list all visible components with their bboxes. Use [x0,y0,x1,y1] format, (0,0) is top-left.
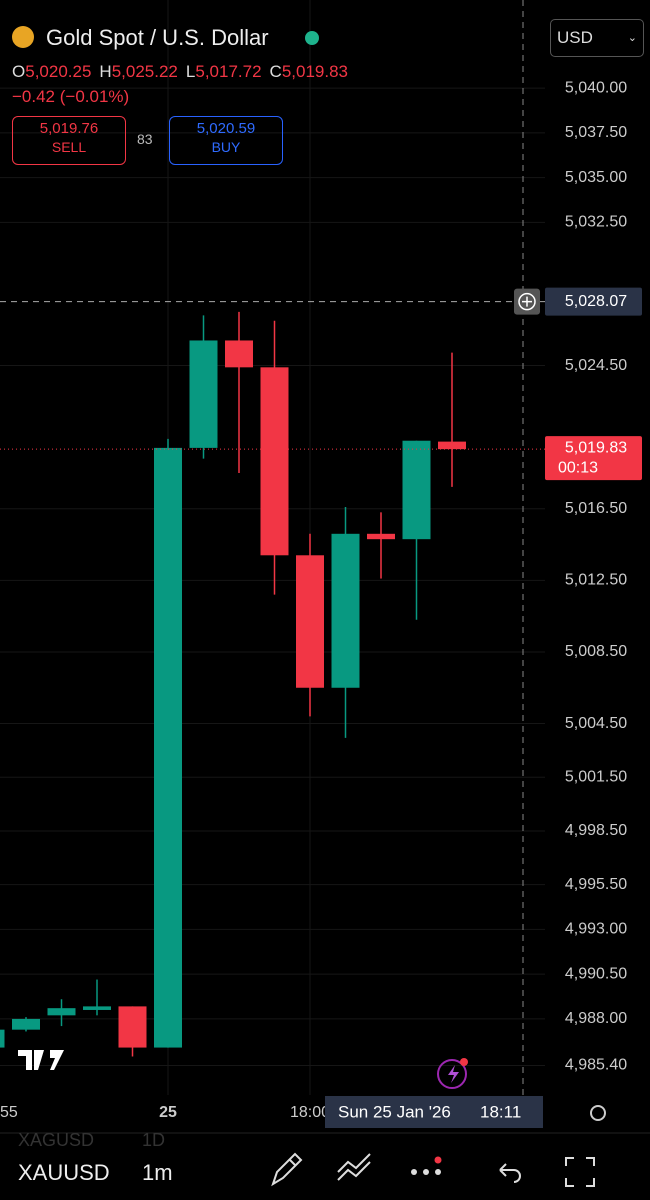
undo-icon[interactable] [499,1163,521,1183]
ohlc-value: 5,017.72 [195,62,262,81]
candle-body [118,1006,147,1048]
x-tick-label: 25 [159,1104,177,1121]
candle-body [367,533,395,540]
y-tick-label: 5,001.50 [565,768,627,785]
crosshair-price: 5,028.07 [565,293,627,310]
watermark-logo [18,1050,64,1070]
settings-icon[interactable] [590,1105,606,1121]
ghost-symbol: XAGUSD [18,1130,95,1150]
ohlc-letter: O [12,62,26,81]
symbol-title: Gold Spot / U.S. Dollar [46,25,269,50]
crosshair-time-box [325,1096,543,1128]
crosshair-time: 18:11 [480,1102,521,1121]
countdown: 00:13 [558,459,598,476]
y-tick-label: 4,995.50 [565,876,627,893]
y-tick-label: 5,004.50 [565,715,627,732]
add-icon [518,292,536,311]
interval-button[interactable]: 1m [142,1160,173,1185]
y-tick-label: 5,040.00 [565,79,627,96]
y-tick-label: 4,985.40 [565,1057,627,1074]
ohlc-letter: L [185,62,196,81]
change: −0.42 (−0.01%) [12,87,130,106]
candle-body [225,340,253,368]
y-tick-label: 5,035.00 [565,169,627,186]
candle-body [189,340,218,448]
spread: 83 [137,131,153,147]
sell-button[interactable]: 5,019.76 SELL [12,116,126,165]
candle-body [12,1018,40,1030]
sell-price: 5,019.76 [39,120,99,137]
market-status [305,31,319,45]
candle-body [331,533,360,688]
y-tick-label: 4,993.00 [565,921,627,938]
add-icon-plus [522,296,532,307]
candle-body [0,1029,5,1048]
x-tick-label: 55 [0,1104,18,1121]
currency-select[interactable]: USD ⌄ [550,19,644,57]
y-tick-label: 5,008.50 [565,643,627,660]
symbol-button[interactable]: XAUUSD [18,1160,110,1185]
y-tick-label: 5,032.50 [565,214,627,231]
y-tick-label: 4,990.50 [565,965,627,982]
more-badge [434,1156,442,1164]
candle-body [402,440,431,540]
ohlc-letter: H [99,62,112,81]
dropdown-arrow: ⌄ [627,32,637,44]
candle-body [260,367,289,556]
more-dot[interactable] [423,1169,429,1175]
x-tick-label: 18:00 [290,1104,330,1121]
fullscreen-icon[interactable] [565,1157,595,1187]
ohlc-value: 5,020.25 [25,62,92,81]
currency: USD [557,28,593,47]
ohlc-row: O5,020.25 H5,025.22 L5,017.72 C5,019.83 [12,62,348,82]
last-price-label: 5,019.83 [565,439,627,456]
candle-body [47,1008,76,1016]
candle-body [438,441,466,450]
y-tick-label: 5,012.50 [565,572,627,589]
ohlc-letter: C [269,62,282,81]
y-tick-label: 4,988.00 [565,1010,627,1027]
sell-label: SELL [51,139,87,155]
candle-body [83,1006,111,1010]
buy-label: BUY [211,139,241,155]
last-price-box [545,436,642,481]
candle-body [296,555,324,688]
y-tick-label: 5,024.50 [565,357,627,374]
ohlc-value: 5,025.22 [111,62,178,81]
buy-price: 5,020.59 [196,120,256,137]
ohlc-value: 5,019.83 [281,62,349,81]
ghost-interval: 1D [142,1130,166,1150]
crosshair-price-box [545,287,642,316]
draw-icon[interactable] [271,1152,303,1187]
crosshair-date: Sun 25 Jan '26 [338,1102,451,1121]
candle-body [154,447,182,1048]
y-tick-label: 5,037.50 [565,124,627,141]
buy-button[interactable]: 5,020.59 BUY [169,116,283,165]
alert-bolt [448,1065,459,1083]
more-dot[interactable] [435,1169,441,1175]
y-tick-label: 4,998.50 [565,822,627,839]
alert-icon [437,1059,467,1089]
indicator-icon[interactable] [337,1153,371,1181]
more-dot[interactable] [411,1169,417,1175]
y-tick-label: 5,016.50 [565,500,627,517]
symbol-icon [12,26,34,48]
alert-dot [460,1058,468,1066]
